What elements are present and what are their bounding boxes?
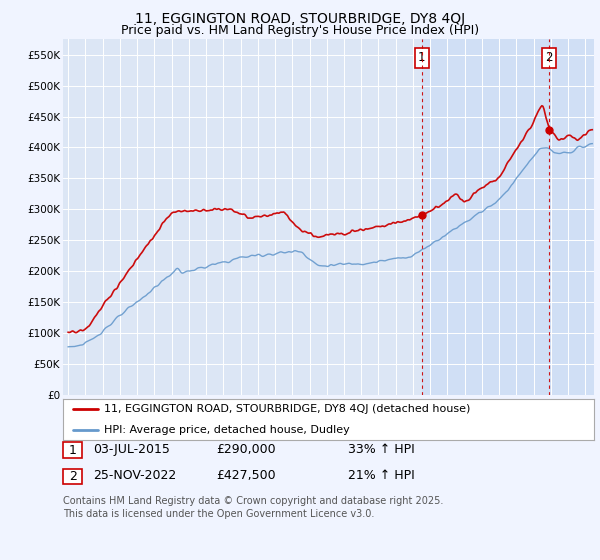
Text: 03-JUL-2015: 03-JUL-2015 bbox=[93, 442, 170, 456]
Text: 11, EGGINGTON ROAD, STOURBRIDGE, DY8 4QJ (detached house): 11, EGGINGTON ROAD, STOURBRIDGE, DY8 4QJ… bbox=[104, 404, 471, 414]
Bar bbox=[422, 39, 594, 395]
Text: HPI: Average price, detached house, Dudley: HPI: Average price, detached house, Dudl… bbox=[104, 424, 350, 435]
Text: 2: 2 bbox=[68, 470, 77, 483]
Text: 11, EGGINGTON ROAD, STOURBRIDGE, DY8 4QJ: 11, EGGINGTON ROAD, STOURBRIDGE, DY8 4QJ bbox=[135, 12, 465, 26]
Text: Contains HM Land Registry data © Crown copyright and database right 2025.
This d: Contains HM Land Registry data © Crown c… bbox=[63, 496, 443, 519]
Text: Price paid vs. HM Land Registry's House Price Index (HPI): Price paid vs. HM Land Registry's House … bbox=[121, 24, 479, 37]
Text: £427,500: £427,500 bbox=[216, 469, 275, 482]
Text: 1: 1 bbox=[68, 444, 77, 457]
Text: 21% ↑ HPI: 21% ↑ HPI bbox=[348, 469, 415, 482]
Text: £290,000: £290,000 bbox=[216, 442, 275, 456]
Text: 25-NOV-2022: 25-NOV-2022 bbox=[93, 469, 176, 482]
Text: 2: 2 bbox=[545, 52, 553, 64]
Text: 1: 1 bbox=[418, 52, 425, 64]
Text: 33% ↑ HPI: 33% ↑ HPI bbox=[348, 442, 415, 456]
